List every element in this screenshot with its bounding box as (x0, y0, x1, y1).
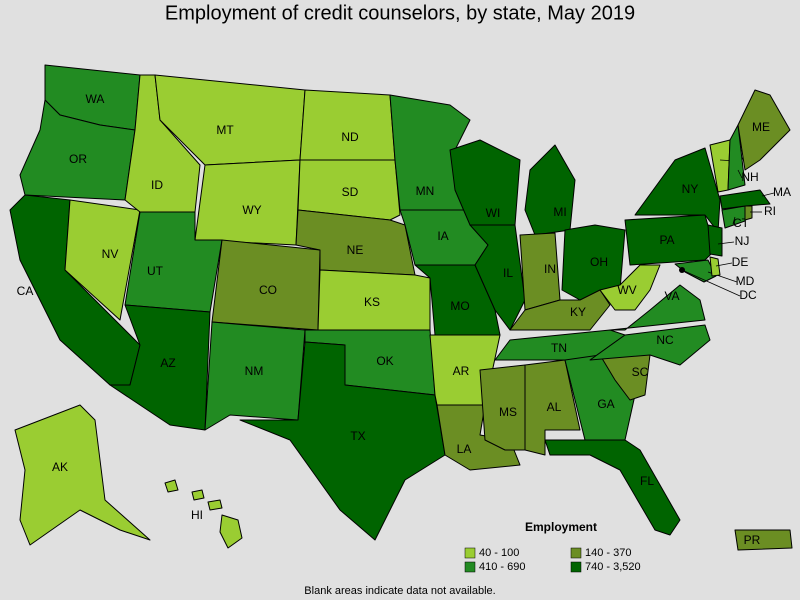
state-shape (469, 224, 526, 331)
leader-line (761, 192, 775, 197)
state-label: IN (544, 262, 556, 276)
state-shape (589, 324, 711, 366)
state-shape (204, 321, 306, 431)
state-label: MO (450, 299, 469, 313)
state-label: KS (364, 295, 380, 309)
state-label: FL (640, 474, 654, 488)
state-label: IL (503, 266, 513, 280)
state-label: DE (732, 255, 749, 269)
state-label: MD (736, 274, 755, 288)
state-label: ID (151, 178, 163, 192)
leader-line (681, 269, 741, 297)
state-shape (737, 89, 791, 171)
legend-swatch (464, 561, 476, 573)
legend-swatch (570, 561, 582, 573)
state-shape (734, 529, 793, 551)
state-label: HI (191, 508, 203, 522)
state-label: WA (86, 92, 105, 106)
state-shape (544, 439, 681, 536)
legend-label: 40 - 100 (479, 547, 519, 559)
state-label: NJ (735, 234, 750, 248)
legend-label: 140 - 370 (585, 547, 631, 559)
state-shape (297, 159, 401, 221)
state-label: SC (632, 365, 649, 379)
leader-line (715, 262, 733, 267)
state-shape (299, 89, 396, 161)
state-label: CO (259, 283, 277, 297)
state-label: AK (52, 460, 68, 474)
state-label: TN (551, 341, 567, 355)
state-shape (709, 256, 721, 277)
state-label: GA (597, 397, 614, 411)
state-shape (219, 514, 243, 549)
state-label: NE (347, 243, 364, 257)
state-label: MI (553, 205, 566, 219)
state-label: IA (437, 229, 448, 243)
state-label: OK (376, 354, 393, 368)
state-shape (14, 404, 151, 546)
state-label: ME (752, 120, 770, 134)
state-label: OH (590, 255, 608, 269)
state-shape (317, 269, 431, 331)
state-shape (239, 341, 446, 541)
state-shape (191, 489, 205, 501)
state-label: AR (453, 364, 470, 378)
state-shape (624, 214, 716, 266)
state-shape (634, 147, 721, 233)
state-label: WV (617, 283, 636, 297)
state-label: AZ (160, 356, 175, 370)
state-shape (164, 479, 179, 493)
state-label: VA (664, 289, 679, 303)
state-label: WY (242, 203, 261, 217)
state-shape (109, 304, 211, 431)
state-shape (719, 189, 771, 210)
state-label: TX (350, 429, 365, 443)
state-label: PA (659, 233, 674, 247)
leader-line (717, 241, 735, 245)
state-shape (64, 199, 141, 321)
state-label: NY (682, 182, 699, 196)
state-shape (479, 364, 526, 451)
state-label: MT (216, 123, 234, 137)
state-label: RI (764, 204, 776, 218)
state-label: KY (570, 305, 586, 319)
state-label: SD (342, 185, 359, 199)
leader-line (737, 169, 743, 179)
state-label: NV (102, 247, 119, 261)
state-label: MN (416, 184, 435, 198)
state-label: MA (773, 185, 791, 199)
state-label: LA (457, 442, 472, 456)
state-label: UT (147, 264, 164, 278)
legend-label: 740 - 3,520 (585, 561, 641, 573)
footnote: Blank areas indicate data not available. (304, 585, 495, 597)
state-label: NH (741, 170, 758, 184)
state-label: MS (499, 405, 517, 419)
state-label: OR (69, 152, 87, 166)
state-label: CA (17, 284, 34, 298)
state-shape (509, 289, 611, 331)
state-shape (599, 264, 661, 311)
state-shape (207, 499, 223, 511)
legend-swatch (464, 547, 476, 559)
states: WA OR CA NV ID MT WY UT AZ CO NM ND SD NE KS OK TX MN IA MO… (9, 64, 793, 551)
state-label: NC (656, 333, 674, 347)
map-title: Employment of credit counselors, by stat… (165, 2, 635, 24)
legend-label: 410 - 690 (479, 561, 525, 573)
state-shape (609, 284, 706, 331)
state-label: WI (486, 206, 501, 220)
state-shape (744, 205, 753, 221)
state-label: DC (739, 288, 757, 302)
state-label: ND (341, 130, 359, 144)
state-shape (727, 124, 746, 191)
legend: 40 - 100 140 - 370 410 - 690 740 - 3,520 (464, 547, 641, 573)
state-label: AL (547, 400, 562, 414)
state-label: PR (744, 533, 761, 547)
legend-title: Employment (525, 520, 597, 534)
state-label: NM (245, 364, 264, 378)
legend-swatch (570, 547, 582, 559)
state-shape (707, 224, 723, 257)
leader-line (732, 216, 736, 225)
